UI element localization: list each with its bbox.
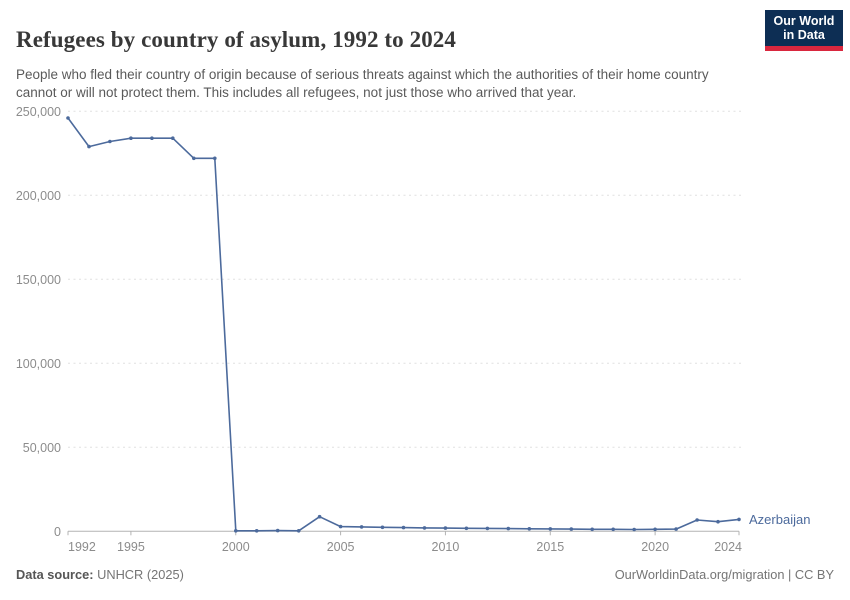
data-point[interactable] [296,529,301,533]
data-source-value: UNHCR (2025) [93,567,184,582]
chart-subtitle: People who fled their country of origin … [16,66,709,101]
data-point[interactable] [317,514,322,519]
y-axis-tick-label: 250,000 [16,105,61,119]
x-axis-tick-label: 1992 [68,540,96,554]
data-point[interactable] [171,136,175,140]
credit-line[interactable]: OurWorldinData.org/migration | CC BY [614,567,834,582]
data-point[interactable] [401,525,406,530]
data-point[interactable] [548,527,553,531]
data-point[interactable] [87,144,91,149]
data-line-azerbaijan[interactable] [67,117,740,532]
data-point[interactable] [213,156,217,161]
x-axis-tick-label: 2015 [536,540,564,554]
data-point[interactable] [359,525,364,529]
data-point[interactable] [590,527,594,532]
data-source-label: Data source: [16,567,94,582]
y-axis-tick-label: 150,000 [16,273,61,287]
data-point[interactable] [150,136,154,140]
y-axis-tick-label: 50,000 [23,441,61,455]
data-point[interactable] [611,527,615,532]
data-point[interactable] [129,136,133,140]
x-axis-tick-label: 2024 [714,540,742,554]
x-axis-tick-label: 2005 [327,540,355,554]
data-point[interactable] [338,524,343,529]
chart-title: Refugees by country of asylum, 1992 to 2… [16,27,456,53]
data-point[interactable] [422,526,427,530]
data-point[interactable] [695,518,699,522]
data-point[interactable] [653,527,657,532]
data-point[interactable] [569,527,574,531]
data-point[interactable] [464,526,469,531]
y-axis-tick-label: 200,000 [16,189,61,203]
y-axis-tick-label: 100,000 [16,357,61,371]
owid-logo-line2: in Data [783,28,825,42]
data-point[interactable] [716,519,720,524]
data-point[interactable] [737,517,741,522]
data-point[interactable] [234,529,238,533]
x-axis-tick-label: 2010 [432,540,460,554]
data-point[interactable] [632,527,636,532]
data-point[interactable] [527,527,532,531]
series-label-azerbaijan[interactable]: Azerbaijan [749,512,810,527]
x-axis-tick-label: 2020 [641,540,669,554]
owid-logo-red-stripe [765,46,843,51]
data-point[interactable] [66,116,70,120]
data-point[interactable] [443,526,448,530]
data-point[interactable] [275,528,280,533]
owid-logo-line1: Our World [773,14,835,28]
x-axis-tick-label: 2000 [222,540,250,554]
data-point[interactable] [108,139,112,144]
y-axis-tick-label: 0 [54,525,61,539]
data-point[interactable] [674,527,678,531]
owid-logo-text: Our World in Data [765,10,843,46]
data-point[interactable] [380,525,385,530]
data-point[interactable] [485,526,490,531]
x-axis-tick-label: 1995 [117,540,145,554]
owid-logo: Our World in Data [765,10,843,51]
data-point[interactable] [192,156,196,161]
data-point[interactable] [254,529,259,533]
data-point[interactable] [506,526,511,531]
chart-footer: Data source: UNHCR (2025) OurWorldinData… [0,567,850,582]
data-source: Data source: UNHCR (2025) [16,567,184,582]
